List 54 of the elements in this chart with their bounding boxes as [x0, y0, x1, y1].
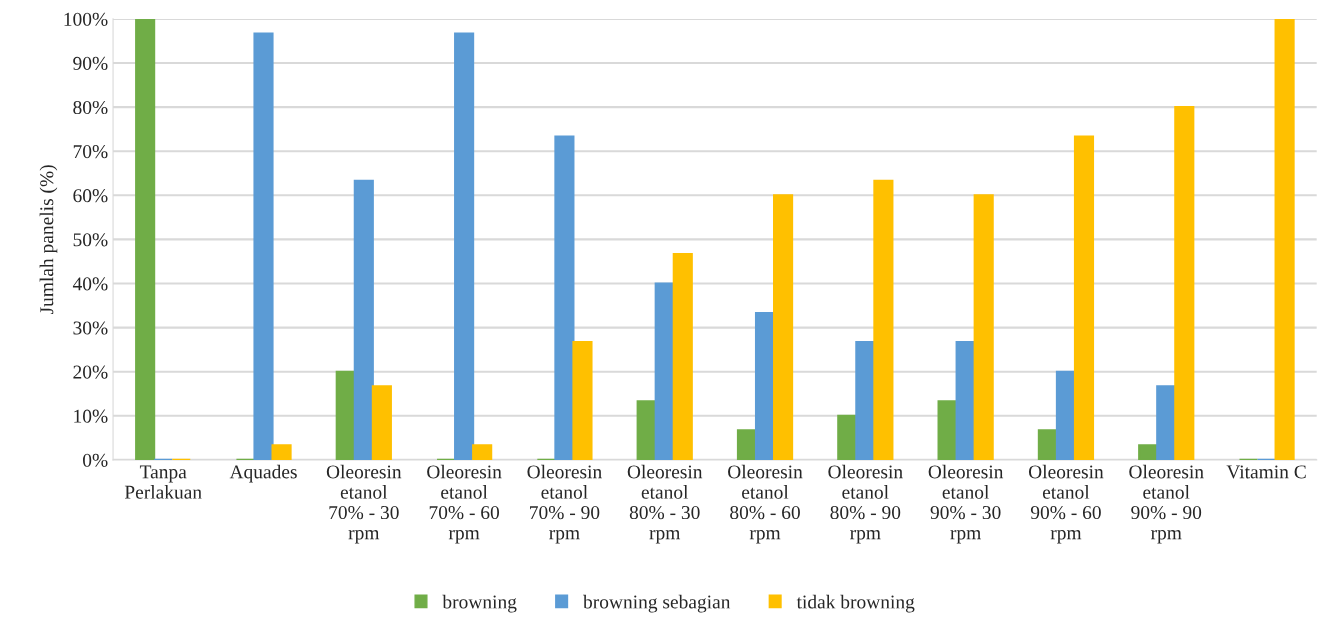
bar	[353, 179, 374, 460]
y-tick-label: 70%	[73, 145, 108, 159]
y-tick-label: 100%	[64, 12, 108, 26]
x-tick-label: Aquades	[229, 464, 297, 483]
bar	[873, 179, 894, 460]
y-tick-label: 0%	[83, 453, 108, 467]
bar	[837, 414, 858, 460]
bar	[937, 400, 958, 460]
bar	[855, 341, 876, 460]
legend-label: browning sebagian	[583, 594, 731, 613]
bar	[1073, 135, 1095, 460]
bar	[371, 385, 392, 460]
x-tick-label: Vitamin C	[1226, 465, 1306, 479]
legend-label: tidak browning	[796, 594, 915, 613]
bar	[654, 282, 675, 460]
x-tick-label: Oleoresin etanol 90% - 90 rpm	[1129, 464, 1204, 544]
y-tick-label: 10%	[74, 409, 108, 423]
bar	[454, 32, 475, 460]
y-tick-label: 90%	[73, 56, 108, 70]
bar	[1274, 18, 1295, 460]
x-tick-label: Oleoresin etanol 70% - 90 rpm	[527, 464, 602, 544]
y-tick-label: 20%	[73, 365, 108, 379]
y-tick-label: 60%	[73, 189, 108, 203]
bar	[773, 194, 794, 460]
legend-label: browning	[442, 594, 517, 613]
bar	[955, 341, 976, 460]
bar	[1138, 444, 1159, 460]
bar	[1156, 385, 1177, 460]
bar	[135, 18, 156, 460]
bar	[973, 194, 994, 460]
bar	[754, 312, 776, 460]
bar	[672, 252, 693, 460]
x-tick-label: Tanpa Perlakuan	[124, 465, 202, 499]
y-axis-title: Jumlah panelis (%)	[39, 165, 58, 315]
bar	[554, 135, 575, 460]
bar	[1037, 429, 1058, 460]
bar	[572, 341, 593, 460]
bar	[636, 400, 657, 460]
x-tick-label: Oleoresin etanol 90% - 30 rpm	[928, 464, 1004, 544]
bar	[1174, 106, 1195, 460]
y-tick-label: 50%	[73, 233, 108, 247]
x-tick-label: Oleoresin etanol 80% - 60 rpm	[728, 464, 803, 544]
x-tick-label: Oleoresin etanol 70% - 60 rpm	[427, 464, 502, 544]
bar	[253, 32, 274, 460]
y-tick-label: 40%	[72, 277, 108, 291]
bar	[271, 444, 292, 460]
bar	[736, 429, 758, 460]
x-tick-label: Oleoresin etanol 70% - 30 rpm	[326, 464, 402, 544]
x-tick-label: Oleoresin etanol 90% - 60 rpm	[1028, 464, 1104, 544]
x-tick-label: Oleoresin etanol 80% - 30 rpm	[627, 464, 703, 544]
bar	[472, 444, 493, 460]
x-tick-label: Oleoresin etanol 80% - 90 rpm	[828, 464, 903, 544]
y-tick-label: 30%	[73, 321, 108, 335]
y-tick-label: 80%	[73, 100, 108, 115]
